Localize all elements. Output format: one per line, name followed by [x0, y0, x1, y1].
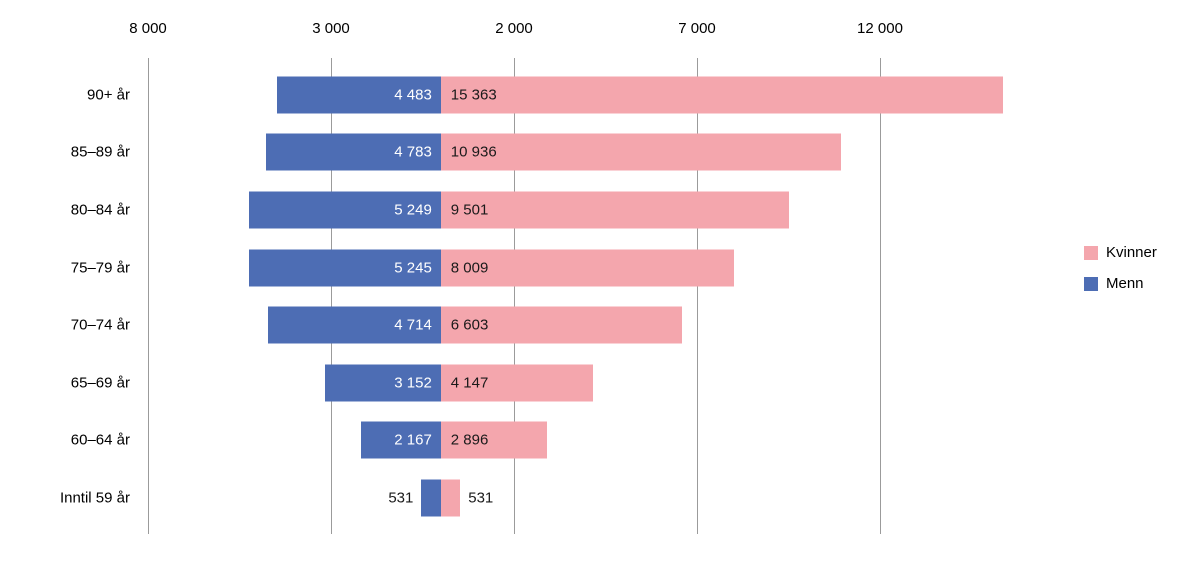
- bar-menn: [361, 421, 441, 459]
- legend: Kvinner Menn: [1084, 244, 1157, 306]
- bar-kvinner: [440, 76, 1004, 114]
- value-label-kvinner: 8 009: [450, 259, 489, 277]
- axis-tick-label: 7 000: [678, 20, 716, 37]
- bar-menn: [265, 133, 441, 171]
- bar-kvinner: [440, 364, 593, 402]
- category-label: 60–64 år: [70, 431, 130, 449]
- value-label-kvinner: 6 603: [450, 316, 489, 334]
- legend-label: Kvinner: [1106, 244, 1157, 261]
- value-label-menn: 5 249: [394, 201, 432, 219]
- gridline: [697, 58, 698, 534]
- bar-menn: [421, 479, 441, 517]
- value-label-menn: 4 714: [394, 316, 432, 334]
- axis-tick-label: 8 000: [129, 20, 167, 37]
- bar-kvinner: [440, 479, 461, 517]
- bar-menn: [276, 76, 441, 114]
- value-label-menn: 2 167: [394, 431, 432, 449]
- bar-menn: [248, 249, 441, 287]
- gridline: [331, 58, 332, 534]
- axis-tick-label: 3 000: [312, 20, 350, 37]
- bar-menn: [268, 306, 441, 344]
- bar-menn: [248, 191, 441, 229]
- legend-swatch-kvinner: [1084, 245, 1098, 260]
- value-label-menn: 4 783: [394, 143, 432, 161]
- category-label: 70–74 år: [70, 316, 130, 334]
- bar-kvinner: [440, 306, 683, 344]
- gridline: [514, 58, 515, 534]
- category-label: 80–84 år: [70, 201, 130, 219]
- bar-kvinner: [440, 249, 734, 287]
- value-label-kvinner: 15 363: [450, 86, 497, 104]
- gridline: [880, 58, 881, 534]
- bar-kvinner: [440, 133, 842, 171]
- value-label-kvinner: 9 501: [450, 201, 489, 219]
- category-label: Inntil 59 år: [59, 489, 130, 507]
- axis-tick-label: 12 000: [857, 20, 903, 37]
- category-label: 90+ år: [87, 86, 130, 104]
- legend-swatch-menn: [1084, 276, 1098, 291]
- value-label-menn: 3 152: [394, 374, 432, 392]
- bar-kvinner: [440, 191, 789, 229]
- category-label: 65–69 år: [70, 374, 130, 392]
- bar-kvinner: [440, 421, 547, 459]
- value-label-kvinner: 10 936: [450, 143, 497, 161]
- legend-label: Menn: [1106, 275, 1144, 292]
- value-label-menn: 5 245: [394, 259, 432, 277]
- category-label: 85–89 år: [70, 143, 130, 161]
- legend-item: Kvinner: [1084, 244, 1157, 261]
- value-label-menn: 4 483: [394, 86, 432, 104]
- value-label-kvinner: 2 896: [450, 431, 489, 449]
- value-label-kvinner: 4 147: [450, 374, 489, 392]
- value-label-kvinner: 531: [468, 489, 494, 507]
- bar-menn: [325, 364, 441, 402]
- category-label: 75–79 år: [70, 259, 130, 277]
- legend-item: Menn: [1084, 275, 1157, 292]
- value-label-menn: 531: [388, 489, 414, 507]
- gridline: [148, 58, 149, 534]
- axis-tick-label: 2 000: [495, 20, 533, 37]
